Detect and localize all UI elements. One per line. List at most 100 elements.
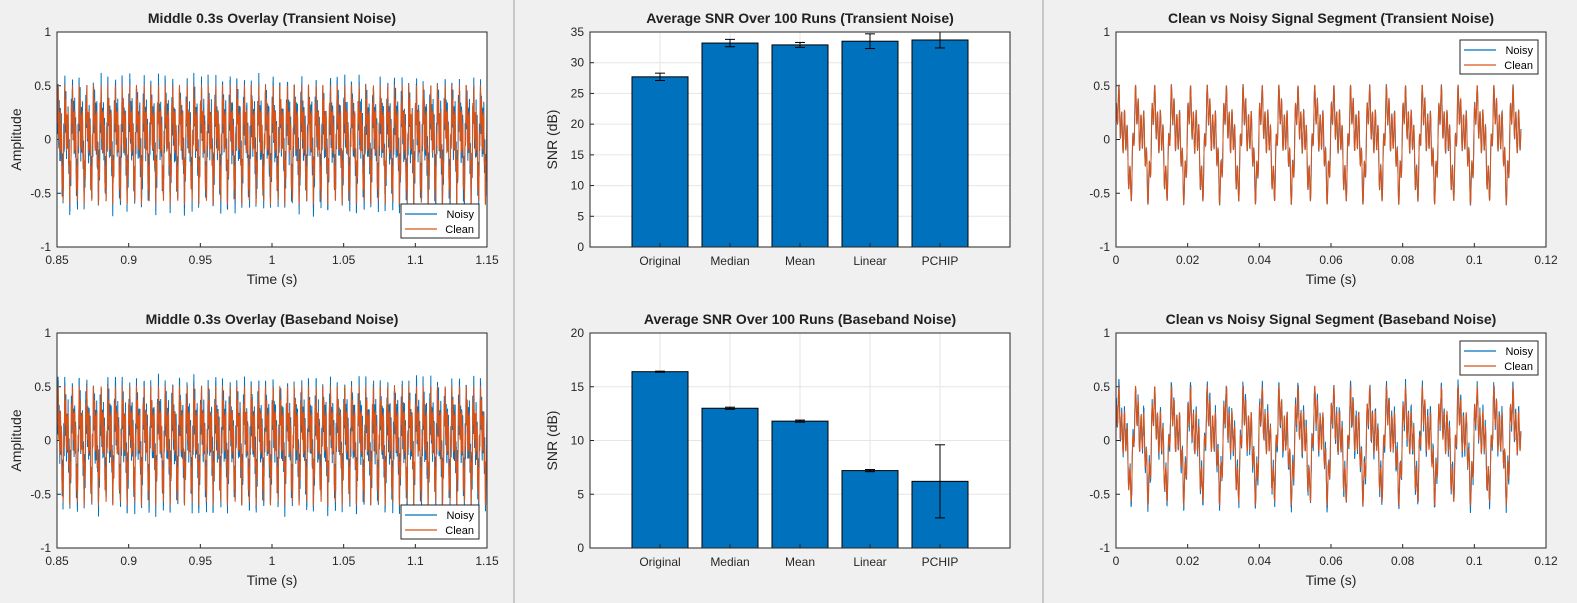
legend: Noisy Clean xyxy=(1459,39,1539,75)
x-tick-label: Median xyxy=(710,254,749,268)
x-tick-label: 0.02 xyxy=(1176,253,1200,267)
x-tick-label: Median xyxy=(710,555,749,569)
legend-box xyxy=(400,504,480,540)
x-axis-label: Time (s) xyxy=(247,271,298,287)
y-axis-label: Amplitude xyxy=(8,409,24,471)
legend-label-noisy: Noisy xyxy=(446,510,474,522)
chart-title: Middle 0.3s Overlay (Baseband Noise) xyxy=(146,311,399,327)
x-tick-label: 0.95 xyxy=(189,554,213,568)
y-axis-label: SNR (dB) xyxy=(544,411,560,471)
bar-original xyxy=(631,371,689,549)
legend-label-clean: Clean xyxy=(445,224,474,236)
bar-mean xyxy=(771,420,829,549)
y-tick-label: -1 xyxy=(40,240,51,254)
x-tick-label: 1.1 xyxy=(407,253,424,267)
chart-seg-t: -1 -0.5 0 0.5 1 0 0.02 0.04 0.06 0.08 0.1 0.12 Noisy… xyxy=(1089,10,1558,287)
y-tick-label: -0.5 xyxy=(30,487,51,501)
x-tick-label: 0.04 xyxy=(1248,253,1272,267)
y-tick-label: 1 xyxy=(44,326,51,340)
legend: Noisy Clean xyxy=(400,203,480,239)
x-tick-label: 0.85 xyxy=(45,554,69,568)
chart-title: Clean vs Noisy Signal Segment (Baseband … xyxy=(1166,311,1497,327)
chart-bar-b: 0 5 10 15 20 Original Median Mean Linear PCHIP Ave… xyxy=(544,311,1011,569)
y-tick-label: 35 xyxy=(571,25,585,39)
bar-linear xyxy=(841,470,899,549)
x-tick-label: Linear xyxy=(853,254,886,268)
x-tick-label: 0.06 xyxy=(1319,253,1343,267)
y-tick-label: -0.5 xyxy=(1089,487,1110,501)
y-axis-label: SNR (dB) xyxy=(544,110,560,170)
y-tick-label: 0.5 xyxy=(1093,79,1110,93)
legend-label-noisy: Noisy xyxy=(446,209,474,221)
axes-box xyxy=(1115,31,1547,248)
legend-label-clean: Clean xyxy=(445,525,474,537)
x-tick-label: Original xyxy=(639,555,680,569)
y-tick-label: -1 xyxy=(1099,541,1110,555)
y-tick-label: 0 xyxy=(44,434,51,448)
y-tick-label: -1 xyxy=(1099,240,1110,254)
x-tick-label: 1.15 xyxy=(475,554,499,568)
y-tick-label: -0.5 xyxy=(1089,186,1110,200)
chart-title: Average SNR Over 100 Runs (Baseband Nois… xyxy=(644,311,956,327)
chart-ov-b: -1 -0.5 0 0.5 1 0.85 0.9 0.95 1 1.05 1.1 1.15 Noisy C… xyxy=(8,311,499,588)
legend-label-noisy: Noisy xyxy=(1505,346,1533,358)
y-tick-label: 1 xyxy=(1103,25,1110,39)
y-tick-label: 0.5 xyxy=(34,380,51,394)
axes-box xyxy=(56,31,488,248)
y-tick-label: 0.5 xyxy=(34,79,51,93)
y-tick-label: 15 xyxy=(571,148,585,162)
x-tick-label: 0.02 xyxy=(1176,554,1200,568)
chart-bar-t: 0 5 10 15 20 25 30 35 Original Median Mean Linear PC… xyxy=(544,10,1011,268)
y-tick-label: 0 xyxy=(1103,133,1110,147)
x-tick-label: 0.12 xyxy=(1534,253,1558,267)
x-axis-label: Time (s) xyxy=(1306,271,1357,287)
y-tick-label: 10 xyxy=(571,434,585,448)
x-tick-label: 0.1 xyxy=(1466,554,1483,568)
x-tick-label: PCHIP xyxy=(922,555,959,569)
x-tick-label: Linear xyxy=(853,555,886,569)
y-tick-label: -1 xyxy=(40,541,51,555)
x-tick-label: Original xyxy=(639,254,680,268)
legend: Noisy Clean xyxy=(1459,340,1539,376)
x-tick-label: 1 xyxy=(269,253,276,267)
x-tick-label: 0.9 xyxy=(120,554,137,568)
y-tick-label: 20 xyxy=(571,326,585,340)
y-tick-label: 0.5 xyxy=(1093,380,1110,394)
x-tick-label: PCHIP xyxy=(922,254,959,268)
series-line-clean xyxy=(57,84,487,205)
bar-median xyxy=(701,42,759,248)
x-tick-label: 0.08 xyxy=(1391,554,1415,568)
x-tick-label: 0.08 xyxy=(1391,253,1415,267)
x-tick-label: 0 xyxy=(1113,253,1120,267)
legend-box xyxy=(400,203,480,239)
x-tick-label: 0.1 xyxy=(1466,253,1483,267)
x-tick-label: 0.95 xyxy=(189,253,213,267)
y-tick-label: -0.5 xyxy=(30,186,51,200)
x-tick-label: 1.05 xyxy=(332,554,356,568)
y-tick-label: 0 xyxy=(1103,434,1110,448)
bar-mean xyxy=(771,44,829,248)
x-tick-label: 0.06 xyxy=(1319,554,1343,568)
x-tick-label: 1.1 xyxy=(407,554,424,568)
axes-box xyxy=(1115,332,1547,549)
y-tick-label: 30 xyxy=(571,56,585,70)
series-line-clean xyxy=(1116,385,1522,506)
bar-original xyxy=(631,76,689,248)
legend-box xyxy=(1459,340,1539,376)
axes-box xyxy=(589,31,1011,248)
legend-label-noisy: Noisy xyxy=(1505,45,1533,57)
x-tick-label: Mean xyxy=(785,254,815,268)
x-tick-label: 0.04 xyxy=(1248,554,1272,568)
axes-box xyxy=(589,332,1011,549)
y-tick-label: 0 xyxy=(44,133,51,147)
y-tick-label: 20 xyxy=(571,117,585,131)
y-axis-label: Amplitude xyxy=(8,108,24,170)
series-line-clean xyxy=(1116,84,1522,205)
y-tick-label: 10 xyxy=(571,179,585,193)
legend: Noisy Clean xyxy=(400,504,480,540)
x-tick-label: 1.15 xyxy=(475,253,499,267)
y-tick-label: 1 xyxy=(44,25,51,39)
y-tick-label: 25 xyxy=(571,86,585,100)
